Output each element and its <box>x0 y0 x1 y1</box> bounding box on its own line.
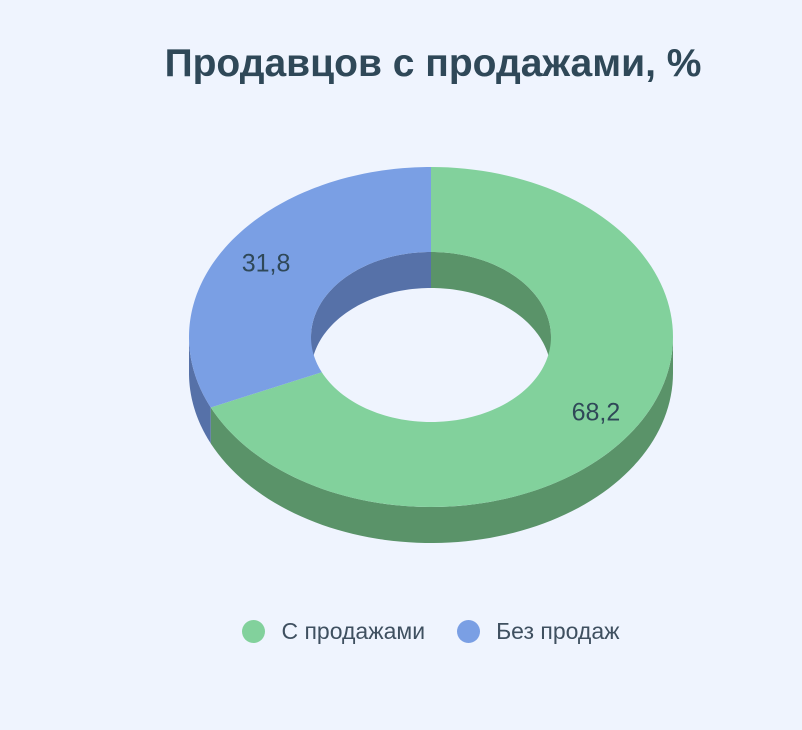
donut-slice-with-sales <box>210 167 673 507</box>
donut-side-without-sales <box>189 337 211 444</box>
legend-item-with-sales[interactable]: С продажами <box>242 618 425 645</box>
data-label-with-sales: 68,2 <box>572 399 621 427</box>
donut-side-with-sales <box>210 337 673 543</box>
donut-top-faces <box>189 167 673 507</box>
legend-label-without-sales: Без продаж <box>496 618 620 644</box>
chart-title: Продавцов с продажами, % <box>164 42 702 85</box>
donut-inner-wall-without-sales <box>311 252 431 373</box>
legend-item-without-sales[interactable]: Без продаж <box>457 618 620 645</box>
legend-marker-without-sales <box>457 620 481 643</box>
legend: С продажами Без продаж <box>0 618 802 645</box>
legend-label-with-sales: С продажами <box>281 618 426 644</box>
data-labels: 68,2 31,8 <box>242 249 620 426</box>
donut-sides <box>189 337 673 543</box>
donut-slice-without-sales <box>189 167 431 408</box>
donut-inner-walls <box>311 252 551 373</box>
donut-inner-wall-with-sales <box>431 252 551 373</box>
legend-marker-with-sales <box>242 620 266 643</box>
data-label-without-sales: 31,8 <box>242 249 291 277</box>
